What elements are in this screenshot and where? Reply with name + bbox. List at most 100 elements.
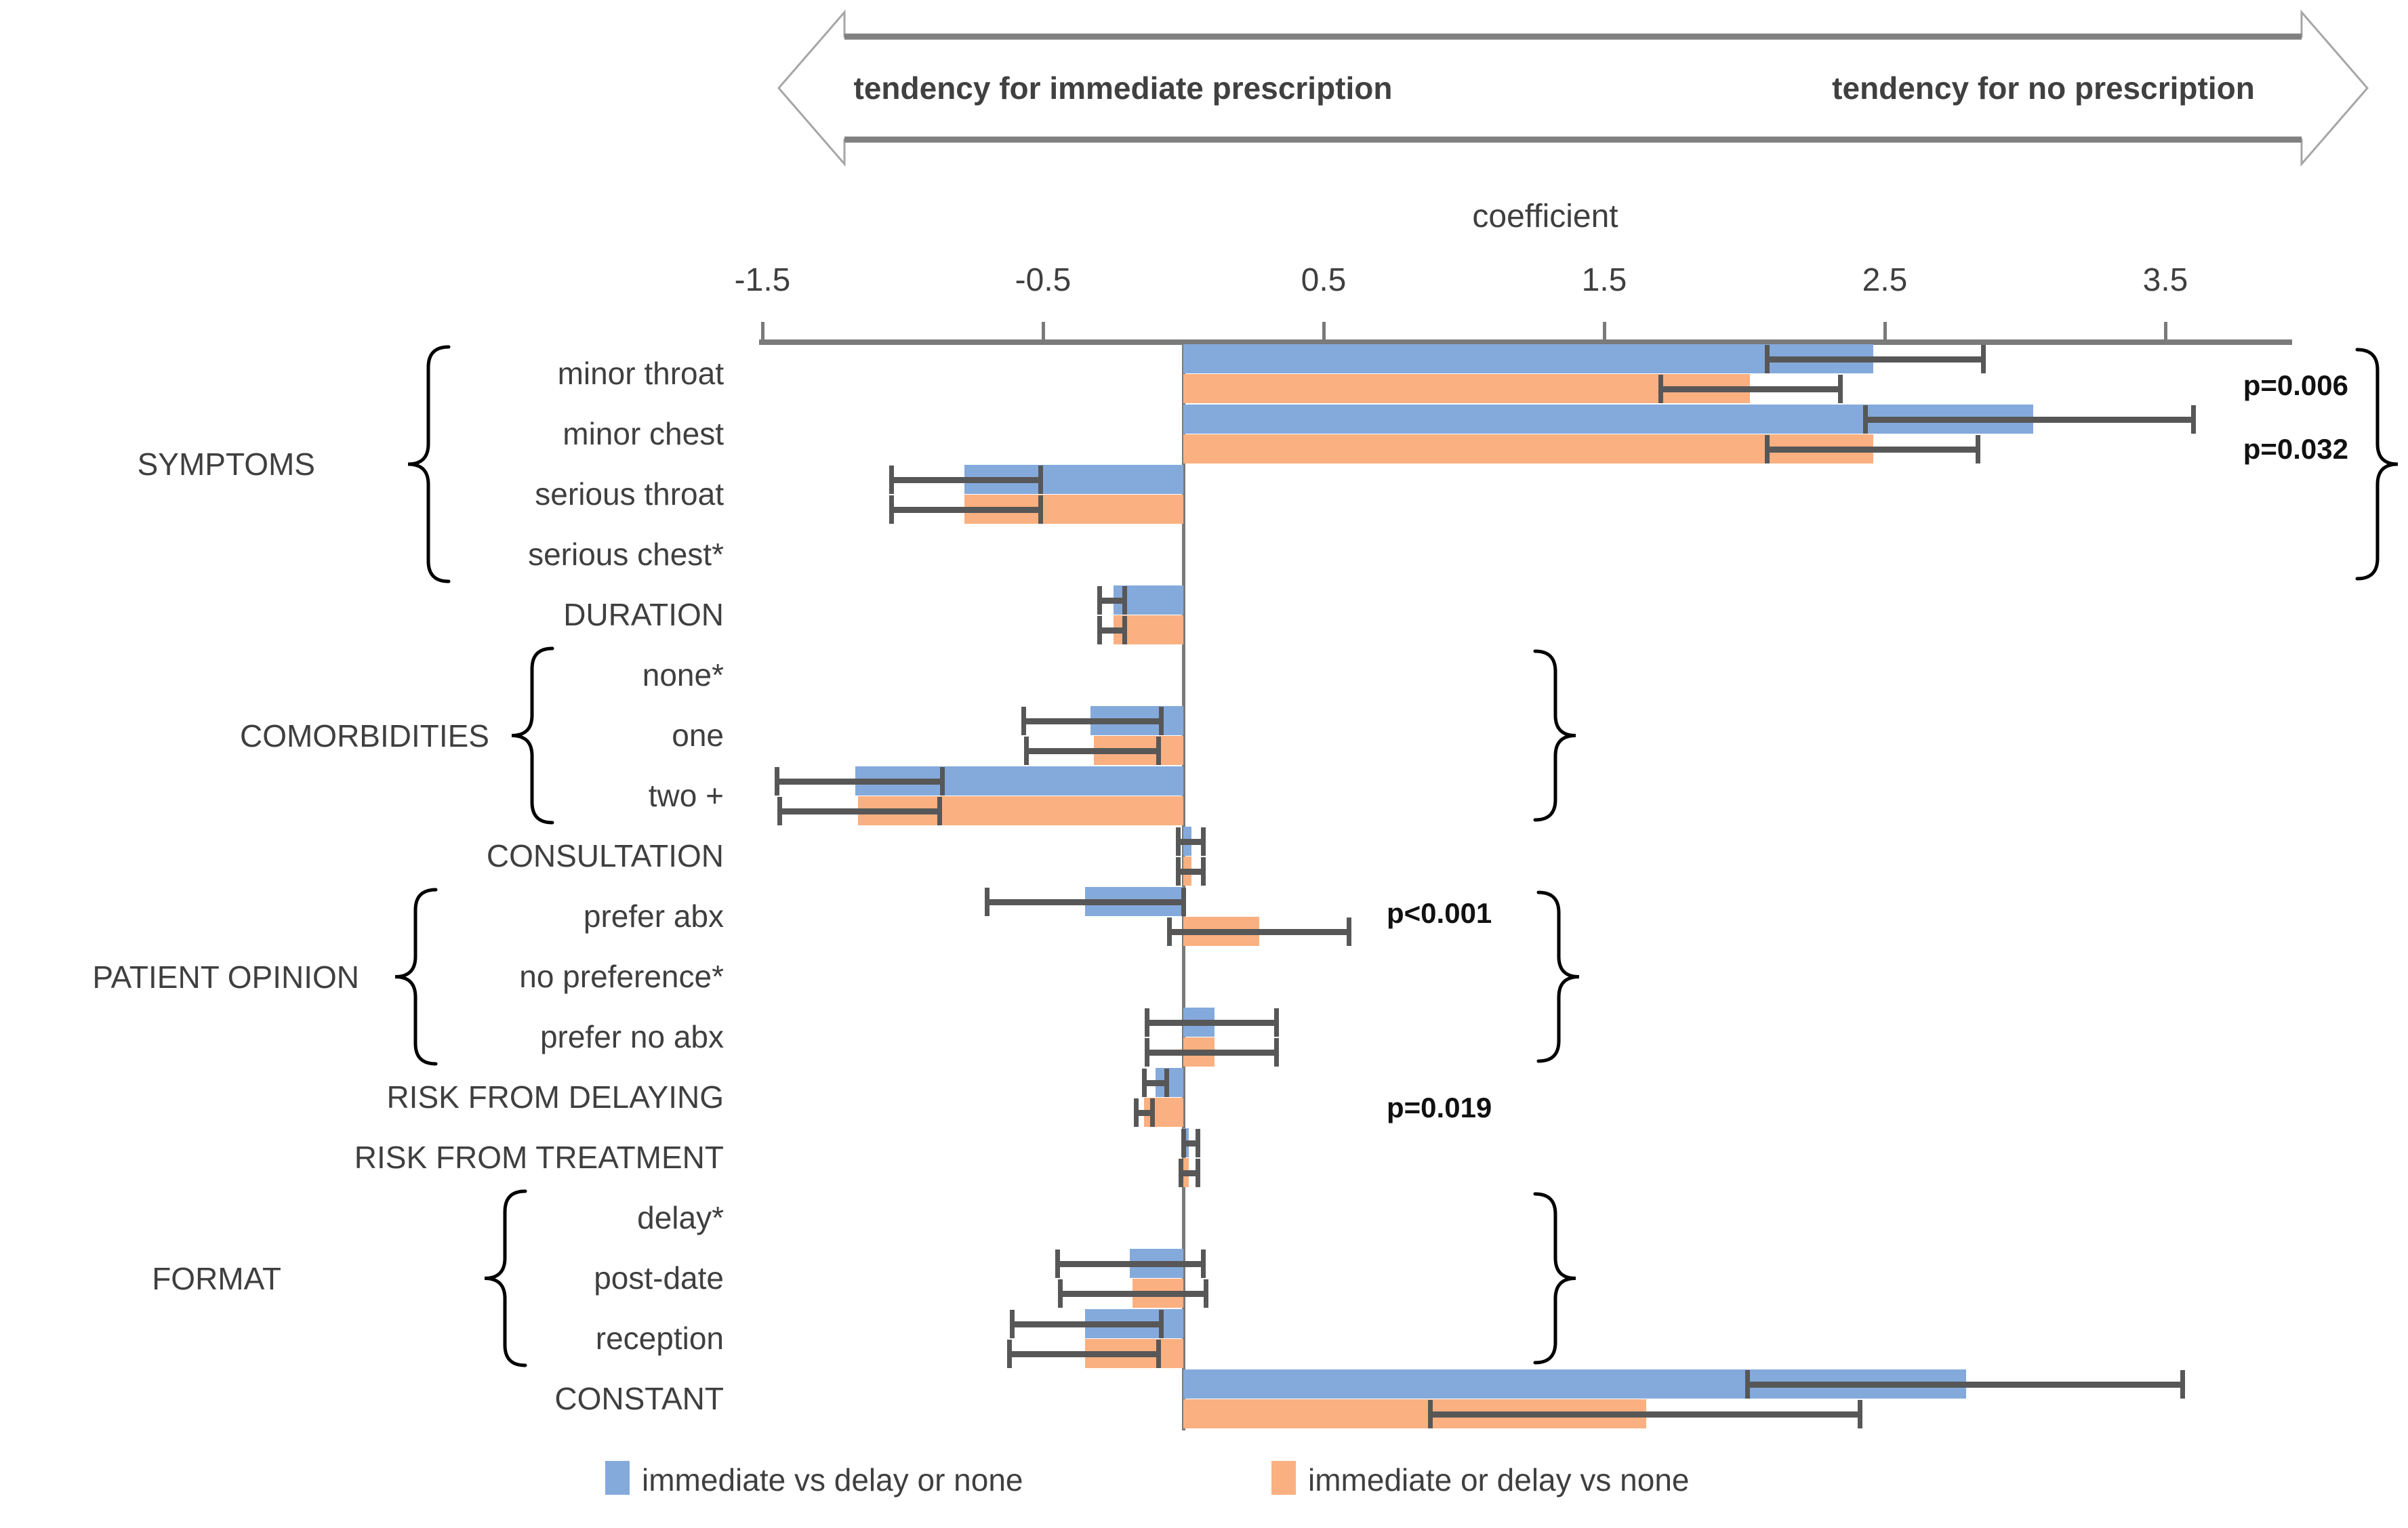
error-bar-cap-high (1273, 1037, 1279, 1067)
p-value-annotation: p=0.019 (1387, 1092, 1492, 1123)
error-bar-cap-high (1156, 736, 1161, 765)
error-bar-cap-low (1178, 1158, 1183, 1187)
error-bar-cap-low (1024, 736, 1029, 765)
error-bar-cap-high (1857, 1399, 1862, 1428)
error-bar-line (1660, 386, 1840, 392)
error-bar-cap-low (774, 766, 779, 796)
group-label-format: FORMAT (152, 1260, 281, 1296)
x-axis-tick (1883, 322, 1887, 341)
brace (2355, 348, 2399, 581)
zero-baseline (1182, 341, 1185, 1430)
x-axis-line (759, 339, 2292, 345)
error-bar-cap-low (1057, 1279, 1063, 1308)
error-bar-line (1767, 446, 1978, 453)
legend-swatch-orange (1271, 1461, 1296, 1495)
x-axis-tick (1042, 322, 1045, 341)
category-label: CONSTANT (554, 1381, 724, 1416)
group-label-symptoms: SYMPTOMS (137, 447, 315, 482)
error-bar-cap-high (1150, 1098, 1156, 1127)
error-bar-cap-low (1863, 405, 1869, 434)
brace (1533, 1192, 1576, 1365)
error-bar-cap-low (985, 887, 990, 916)
error-bar-cap-high (1122, 615, 1128, 644)
error-bar-line (1180, 1170, 1198, 1176)
category-label: no preference* (519, 959, 724, 994)
error-bar-line (1147, 1019, 1276, 1026)
error-bar-cap-low (1658, 374, 1663, 403)
error-bar-cap-high (937, 796, 942, 825)
error-bar-cap-low (1010, 1309, 1015, 1338)
error-bar-cap-high (1347, 917, 1352, 946)
error-bar-line (1183, 1140, 1198, 1147)
x-axis-tick (761, 322, 764, 341)
error-bar-cap-low (777, 796, 782, 825)
error-bar-cap-high (1273, 1008, 1279, 1037)
legend-label: immediate or delay vs none (1308, 1462, 1690, 1498)
x-axis-tick-label: 3.5 (2142, 262, 2188, 298)
error-bar-cap-low (1175, 856, 1181, 886)
x-axis-tick-label: 2.5 (1862, 262, 1908, 298)
error-bar-line (1430, 1411, 1860, 1418)
error-bar-line (891, 506, 1040, 513)
x-axis-tick (2164, 322, 2167, 341)
error-bar-line (1747, 1381, 2182, 1388)
error-bar-cap-high (1195, 1158, 1200, 1187)
arrow-label-right: tendency for no prescription (1832, 70, 2255, 106)
error-bar-cap-low (1097, 615, 1102, 644)
error-bar-cap-low (1145, 1008, 1150, 1037)
x-axis-title: coefficient (1472, 199, 1618, 234)
error-bar-cap-low (1765, 434, 1770, 463)
category-label: RISK FROM DELAYING (386, 1079, 724, 1115)
error-bar-cap-high (1156, 1339, 1161, 1368)
error-bar-cap-high (1200, 827, 1206, 856)
error-bar-line (1012, 1321, 1161, 1327)
error-bar-cap-low (1175, 827, 1181, 856)
error-bar-line (779, 808, 939, 814)
brace (1533, 649, 1576, 822)
category-label: one (672, 718, 724, 753)
category-label: serious chest* (528, 537, 724, 572)
bar-blue-minor-throat (1183, 344, 1874, 373)
error-bar-cap-low (889, 495, 895, 524)
brace (1536, 890, 1580, 1063)
category-label: RISK FROM TREATMENT (354, 1140, 724, 1175)
error-bar-cap-low (1142, 1068, 1147, 1097)
category-label: minor chest (563, 416, 724, 451)
category-label: none* (642, 657, 724, 693)
p-value-annotation: p=0.032 (2243, 433, 2348, 465)
error-bar-cap-high (1837, 374, 1843, 403)
error-bar-cap-high (1204, 1279, 1209, 1308)
group-label-patient-opinion: PATIENT OPINION (92, 959, 359, 995)
error-bar-cap-low (889, 465, 895, 494)
error-bar-line (1099, 597, 1125, 604)
error-bar-cap-high (1200, 856, 1206, 886)
error-bar-cap-high (939, 766, 945, 796)
brace (511, 646, 554, 825)
p-value-annotation: p=0.006 (2243, 369, 2348, 401)
error-bar-line (1177, 868, 1203, 875)
category-label: prefer no abx (539, 1019, 724, 1054)
category-label: DURATION (563, 597, 724, 632)
x-axis-tick-label: -0.5 (1015, 262, 1072, 298)
brace (407, 345, 451, 583)
error-bar-cap-low (1167, 917, 1172, 946)
bar-orange-minor-throat (1183, 374, 1751, 403)
x-axis-tick-label: 1.5 (1581, 262, 1627, 298)
error-bar-line (1767, 356, 1983, 363)
x-axis-tick-label: 0.5 (1301, 262, 1347, 298)
error-bar-line (1169, 928, 1349, 935)
error-bar-line (987, 899, 1183, 905)
x-axis-tick (1603, 322, 1606, 341)
brace (394, 888, 438, 1066)
x-axis-tick-label: -1.5 (734, 262, 791, 298)
error-bar-cap-low (1765, 344, 1770, 373)
category-label: prefer abx (583, 899, 724, 934)
error-bar-line (1147, 1049, 1276, 1056)
error-bar-cap-high (1038, 495, 1043, 524)
error-bar-cap-high (2191, 405, 2197, 434)
error-bar-line (1177, 838, 1203, 845)
error-bar-cap-high (1975, 434, 1980, 463)
error-bar-cap-low (1428, 1399, 1433, 1428)
error-bar-cap-high (1980, 344, 1986, 373)
